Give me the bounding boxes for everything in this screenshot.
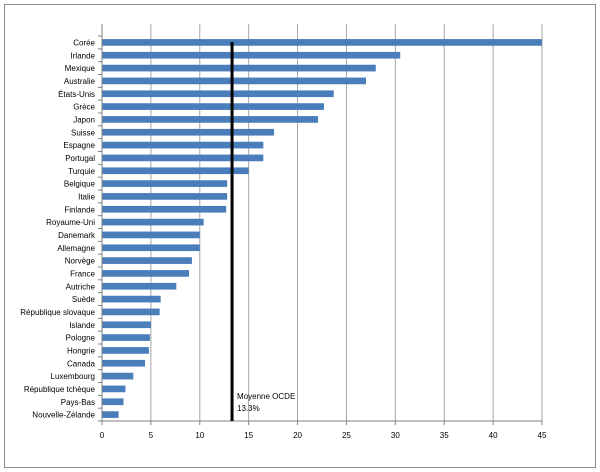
x-tick-label: 45 <box>538 431 547 440</box>
bar <box>102 154 264 162</box>
category-label: Royaume-Uni <box>46 218 95 227</box>
category-label: Corée <box>73 38 95 47</box>
reference-line-group: Moyenne OCDE 13.3% <box>230 42 295 421</box>
axes <box>101 24 542 422</box>
bars <box>102 39 542 418</box>
category-label: Australie <box>64 77 96 86</box>
x-tick-label: 30 <box>391 431 400 440</box>
category-label: Espagne <box>63 141 95 150</box>
bar <box>102 193 228 200</box>
category-label: Finlande <box>64 205 95 214</box>
bar <box>102 218 204 226</box>
x-tick-label: 10 <box>195 431 204 440</box>
bar <box>102 334 150 341</box>
x-tick-label: 40 <box>489 431 498 440</box>
x-tick-label: 15 <box>244 431 253 440</box>
bar <box>102 372 134 380</box>
bar <box>102 180 228 187</box>
category-label: Irlande <box>71 51 96 60</box>
bar <box>102 257 192 264</box>
x-tick-label: 35 <box>440 431 449 440</box>
category-label: Portugal <box>65 154 95 163</box>
category-label: Allemagne <box>57 244 95 253</box>
tick-labels: 0 5 10 15 20 25 30 35 40 45 <box>100 431 547 440</box>
oecd-average-value: 13.3% <box>237 404 260 413</box>
bar <box>102 398 124 406</box>
bar <box>102 77 366 85</box>
bar <box>102 359 146 367</box>
category-label: Turquie <box>68 167 95 176</box>
gridlines <box>98 24 543 425</box>
bar <box>102 167 249 175</box>
x-tick-label: 0 <box>100 431 105 440</box>
category-label: République slovaque <box>20 308 95 317</box>
bar <box>102 205 227 213</box>
category-label: Nouvelle-Zélande <box>32 411 95 420</box>
category-label: Islande <box>69 321 95 330</box>
category-label: Autriche <box>66 282 96 291</box>
category-label: Hongrie <box>67 346 96 355</box>
category-label: Canada <box>67 359 96 368</box>
category-label: Danemark <box>58 231 96 240</box>
bar <box>102 270 190 277</box>
category-labels: Corée Irlande Mexique Australie États-Unis Gr… <box>20 38 96 419</box>
x-tick-label: 25 <box>342 431 351 440</box>
category-label: Belgique <box>64 180 96 189</box>
bar <box>102 51 401 59</box>
x-tick-label: 5 <box>149 431 154 440</box>
bar <box>102 282 177 290</box>
x-tick-label: 20 <box>293 431 302 440</box>
bar <box>102 385 126 393</box>
bar <box>102 90 334 98</box>
category-label: Norvège <box>65 257 96 266</box>
category-label: Suède <box>72 295 96 304</box>
bar <box>102 103 324 110</box>
bar <box>102 116 319 123</box>
bar <box>102 347 149 354</box>
category-label: Grèce <box>73 103 95 112</box>
category-label: Suisse <box>71 128 96 137</box>
bar <box>102 231 200 239</box>
category-label: France <box>70 269 95 278</box>
category-label: Japon <box>73 115 95 124</box>
category-label: République tchèque <box>24 385 96 394</box>
bar <box>102 39 542 46</box>
bar <box>102 64 376 72</box>
category-label: États-Unis <box>58 90 95 99</box>
category-label: Mexique <box>65 64 96 73</box>
bar <box>102 295 161 303</box>
bar <box>102 128 275 136</box>
bar <box>102 321 151 329</box>
bar <box>102 244 200 252</box>
oecd-average-label: Moyenne OCDE <box>237 392 295 401</box>
category-label: Pays-Bas <box>61 398 95 407</box>
bar <box>102 411 119 418</box>
category-label: Pologne <box>66 334 96 343</box>
category-label: Italie <box>78 192 95 201</box>
category-label: Luxembourg <box>51 372 95 381</box>
bar <box>102 141 264 149</box>
bar <box>102 308 160 316</box>
